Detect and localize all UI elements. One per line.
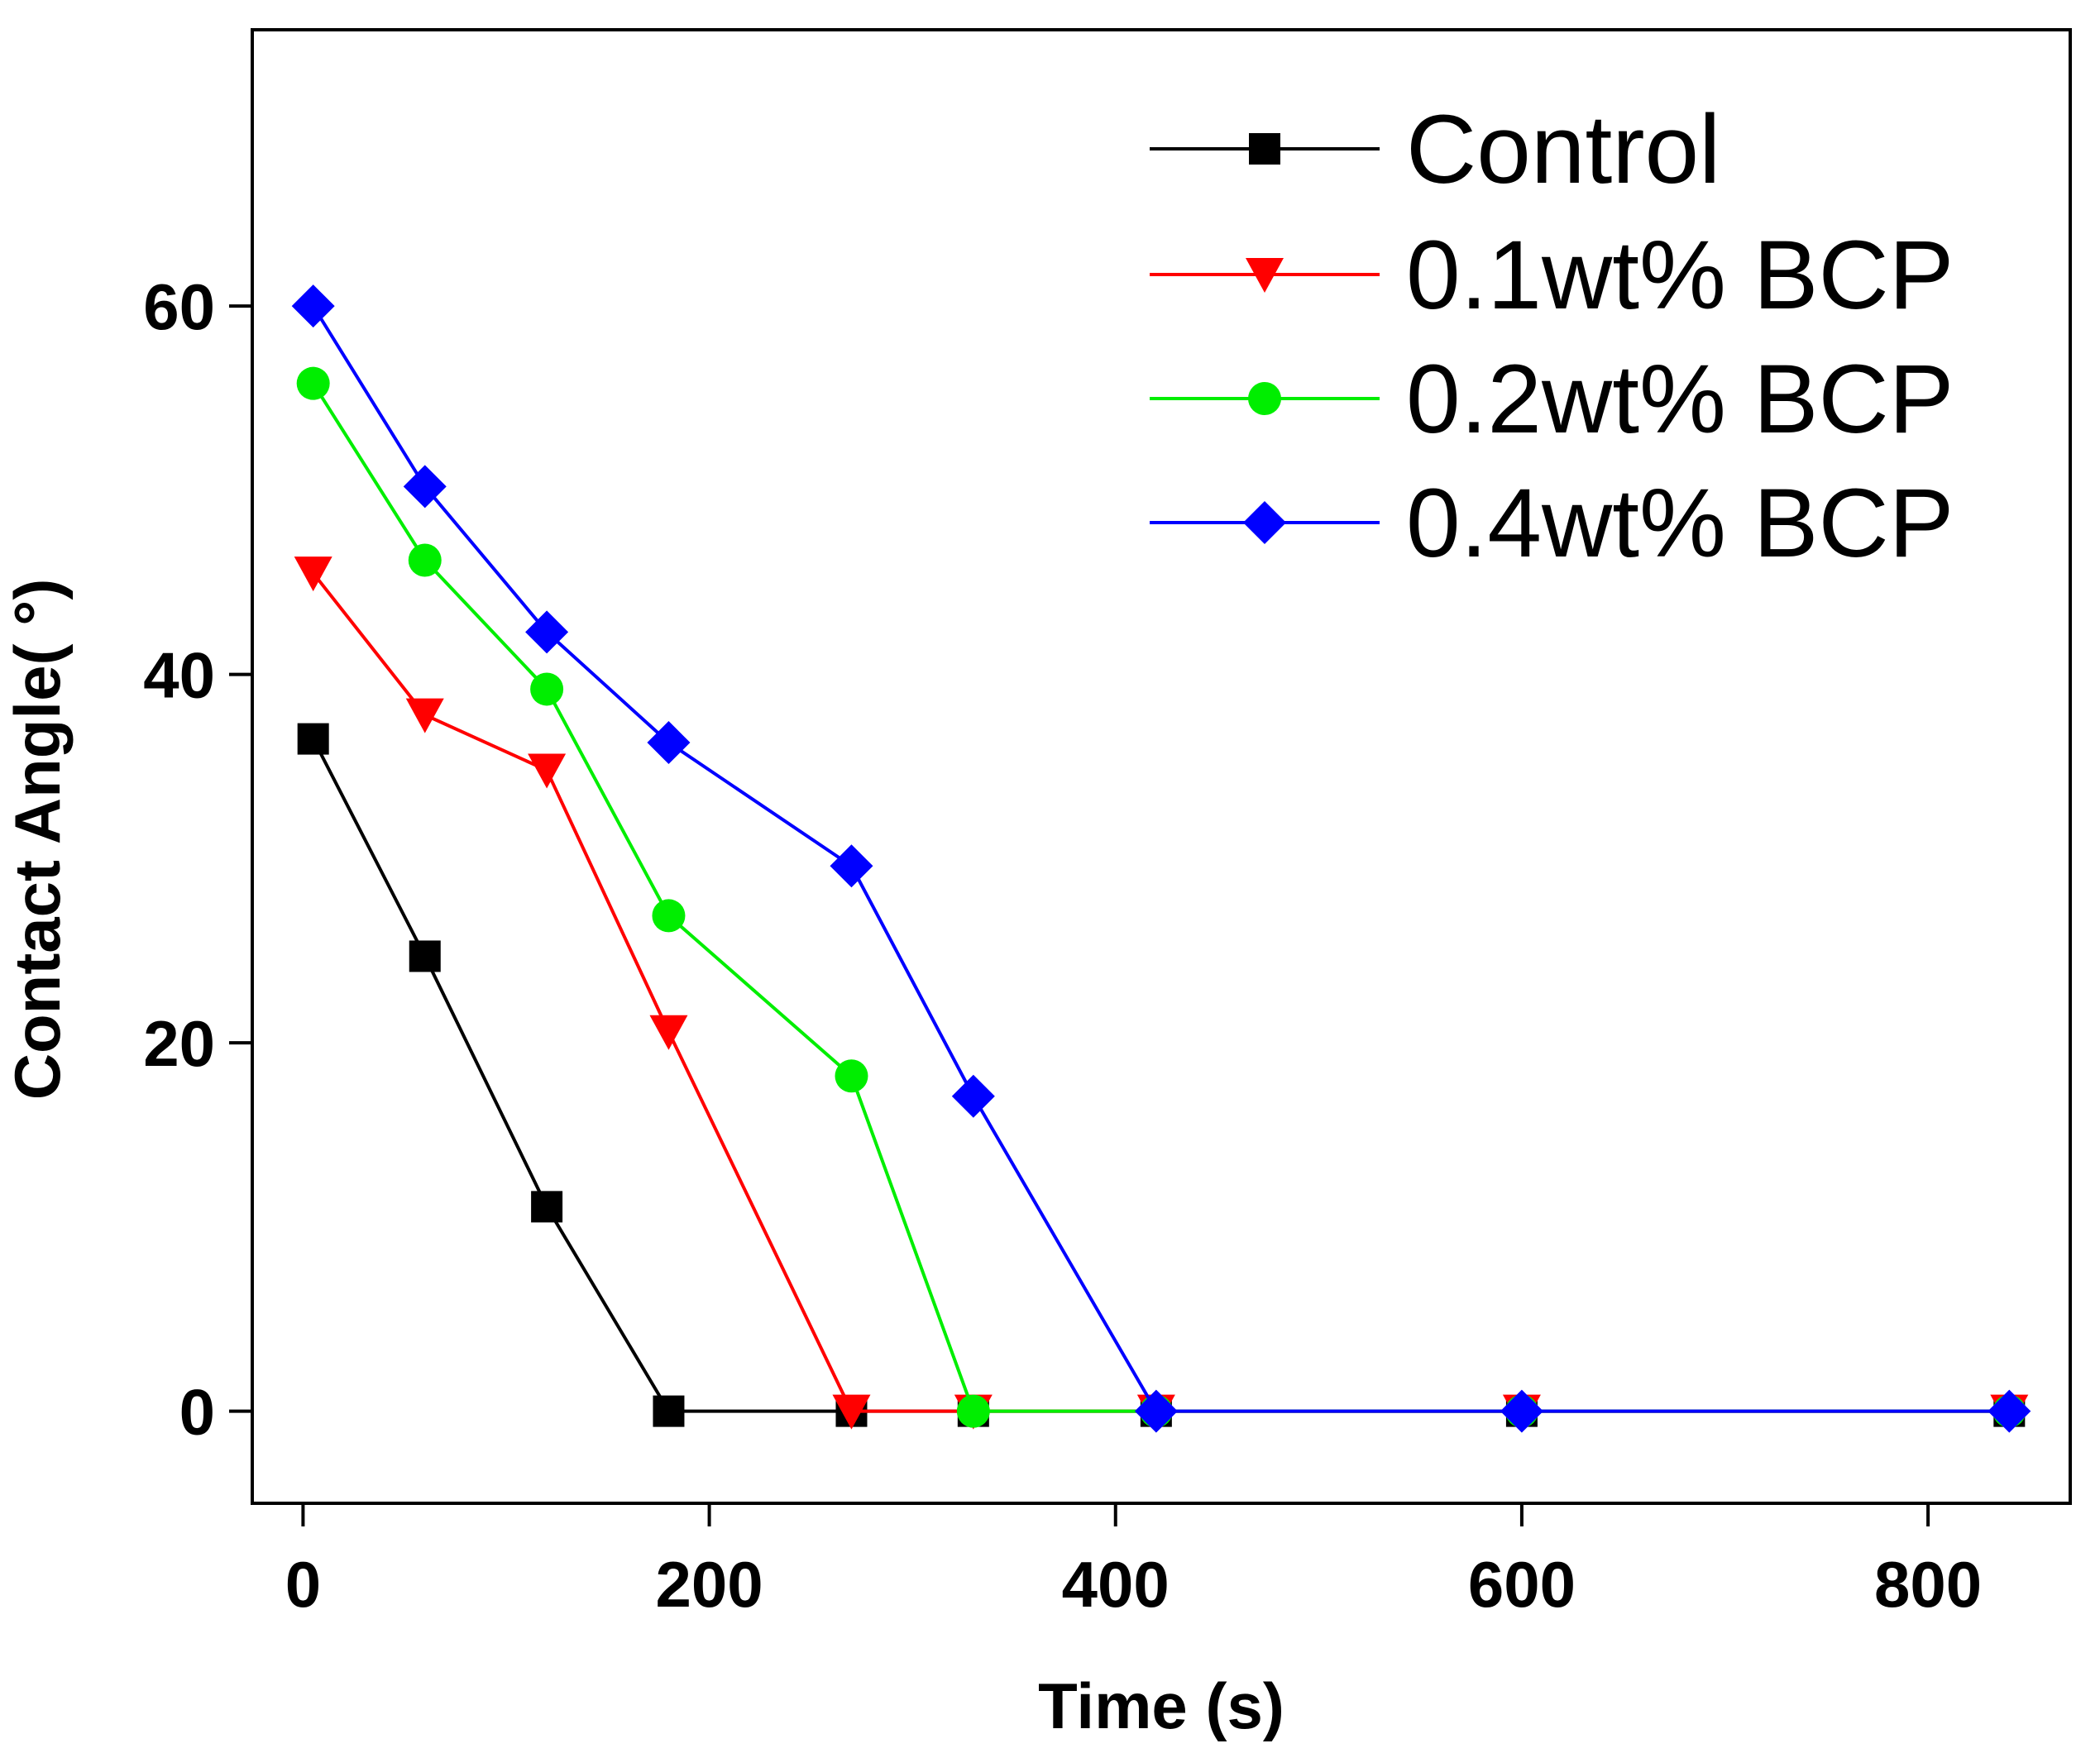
y-tick-label: 20	[143, 1007, 215, 1080]
legend-item-bcp-0-1: 0.1wt% BCP	[1150, 221, 1954, 330]
legend: Control 0.1wt% BCP 0.2wt% BCP 0.4wt% BCP	[1150, 95, 1954, 578]
data-point-bcp-0-4	[291, 284, 335, 328]
data-point-bcp-0-4	[1134, 1389, 1178, 1433]
legend-label: 0.2wt% BCP	[1406, 345, 1954, 454]
legend-marker	[1249, 133, 1280, 165]
data-point-bcp-0-2	[408, 543, 442, 577]
data-point-bcp-0-2	[956, 1394, 990, 1428]
data-point-bcp-0-2	[530, 672, 564, 706]
data-point-bcp-0-1	[649, 1015, 688, 1050]
data-point-bcp-0-1	[832, 1394, 871, 1430]
y-axis-title: Contact Angle( °)	[1, 579, 74, 1101]
legend-item-bcp-0-4: 0.4wt% BCP	[1150, 469, 1954, 578]
data-point-bcp-0-2	[652, 899, 686, 933]
data-point-bcp-0-4	[830, 844, 873, 888]
legend-item-control: Control	[1150, 95, 1720, 204]
legend-item-bcp-0-2: 0.2wt% BCP	[1150, 345, 1954, 454]
data-point-control	[297, 723, 329, 755]
x-tick-label: 800	[1874, 1548, 1982, 1621]
y-tick-label: 0	[179, 1376, 215, 1449]
x-tick-label: 0	[285, 1548, 321, 1621]
data-point-bcp-0-4	[525, 610, 569, 654]
data-point-bcp-0-4	[647, 721, 691, 765]
legend-label: 0.4wt% BCP	[1406, 469, 1954, 578]
y-tick-label: 40	[143, 639, 215, 712]
data-point-control	[409, 940, 441, 972]
series-line-control	[311, 738, 2010, 1413]
legend-label: 0.1wt% BCP	[1406, 221, 1954, 330]
data-point-bcp-0-4	[1988, 1389, 2031, 1433]
y-axis: 0 20 40 60	[143, 270, 252, 1449]
data-point-control	[653, 1395, 685, 1427]
data-point-bcp-0-1	[405, 698, 444, 733]
y-tick-label: 60	[143, 270, 215, 343]
legend-label: Control	[1406, 95, 1720, 204]
data-point-bcp-0-2	[835, 1059, 868, 1093]
data-point-bcp-0-4	[951, 1074, 995, 1118]
plot-frame	[251, 28, 2072, 1505]
data-point-bcp-0-1	[294, 556, 332, 592]
data-point-bcp-0-4	[1500, 1389, 1543, 1433]
data-point-bcp-0-1	[528, 753, 567, 789]
legend-marker	[1248, 382, 1281, 415]
x-tick-label: 600	[1468, 1548, 1576, 1621]
legend-marker	[1243, 501, 1286, 544]
data-point-control	[531, 1191, 563, 1223]
data-point-bcp-0-2	[296, 366, 330, 400]
series-control	[297, 723, 2026, 1427]
x-axis: 0 200 400 600 800	[285, 1503, 1982, 1621]
x-tick-label: 400	[1062, 1548, 1170, 1621]
x-axis-title: Time (s)	[1038, 1669, 1284, 1742]
x-tick-label: 200	[655, 1548, 763, 1621]
data-point-bcp-0-4	[403, 465, 447, 509]
series-bcp-0-4	[291, 284, 2031, 1433]
series-layer	[291, 284, 2031, 1433]
legend-marker	[1246, 258, 1284, 293]
series-line-bcp-0-1	[312, 571, 2010, 1413]
